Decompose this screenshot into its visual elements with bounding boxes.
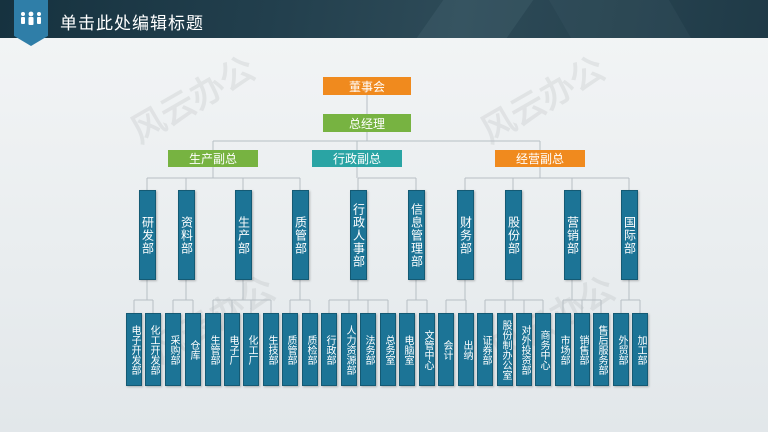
dept-box: 国际部 (620, 190, 638, 280)
leaf-box-label: 外贸部 (616, 334, 627, 365)
dept-box-label: 质管部 (293, 215, 308, 255)
dept-box: 资料部 (177, 190, 195, 280)
leaf-box-label: 股份制办公室 (500, 319, 511, 380)
leaf-box: 法务部 (360, 313, 376, 386)
dept-box-label: 行政人事部 (351, 202, 366, 268)
leaf-box: 生管部 (205, 313, 221, 386)
header-tag (14, 0, 48, 46)
leaf-box: 外贸部 (613, 313, 629, 386)
leaf-box-label: 总务室 (383, 334, 394, 365)
leaf-box: 售后服务部 (593, 313, 609, 386)
dept-box: 信息管理部 (407, 190, 425, 280)
leaf-box-label: 化工厂 (246, 334, 257, 365)
leaf-box: 仓库 (185, 313, 201, 386)
leaf-box: 出纳 (458, 313, 474, 386)
leaf-box-label: 生管部 (208, 334, 219, 365)
leaf-box-label: 销售部 (577, 334, 588, 365)
leaf-box: 股份制办公室 (497, 313, 513, 386)
leaf-box-label: 证券部 (480, 334, 491, 365)
leaf-box: 销售部 (574, 313, 590, 386)
vp-box: 行政副总 (312, 150, 402, 167)
leaf-box: 生技部 (263, 313, 279, 386)
team-icon (21, 11, 41, 25)
leaf-box: 化工厂 (243, 313, 259, 386)
leaf-box: 商务中心 (535, 313, 551, 386)
dept-box: 股份部 (504, 190, 522, 280)
leaf-box: 电脑室 (399, 313, 415, 386)
leaf-box-label: 质检部 (305, 334, 316, 365)
vp-box: 生产副总 (168, 150, 258, 167)
dept-box-label: 营销部 (565, 215, 580, 255)
leaf-box-label: 行政部 (324, 334, 335, 365)
chairman-box: 董事会 (323, 77, 411, 95)
leaf-box-label: 仓库 (188, 339, 199, 360)
leaf-box-label: 质管部 (285, 334, 296, 365)
leaf-box: 加工部 (632, 313, 648, 386)
leaf-box-label: 出纳 (461, 339, 472, 360)
leaf-box: 人力资源部 (341, 313, 357, 386)
dept-box-label: 生产部 (236, 215, 251, 255)
leaf-box: 化工开发部 (145, 313, 161, 386)
leaf-box: 电子厂 (224, 313, 240, 386)
leaf-box-label: 人力资源部 (344, 324, 355, 375)
dept-box: 研发部 (138, 190, 156, 280)
dept-box: 营销部 (563, 190, 581, 280)
leaf-box: 质管部 (282, 313, 298, 386)
leaf-box-label: 电子厂 (227, 334, 238, 365)
leaf-box-label: 电脑室 (402, 334, 413, 365)
leaf-box: 文管中心 (419, 313, 435, 386)
leaf-box: 采购部 (165, 313, 181, 386)
leaf-box: 质检部 (302, 313, 318, 386)
dept-box: 行政人事部 (349, 190, 367, 280)
leaf-box-label: 生技部 (266, 334, 277, 365)
vp-box: 经营副总 (495, 150, 585, 167)
dept-box: 生产部 (234, 190, 252, 280)
leaf-box: 对外投资部 (516, 313, 532, 386)
page-title[interactable]: 单击此处编辑标题 (60, 14, 204, 34)
dept-box-label: 国际部 (622, 215, 637, 255)
leaf-box-label: 化工开发部 (148, 324, 159, 375)
leaf-box-label: 加工部 (635, 334, 646, 365)
dept-box: 质管部 (291, 190, 309, 280)
leaf-box-label: 采购部 (168, 334, 179, 365)
leaf-box-label: 售后服务部 (596, 324, 607, 375)
leaf-box: 市场部 (555, 313, 571, 386)
leaf-box: 证券部 (477, 313, 493, 386)
leaf-box: 会计 (438, 313, 454, 386)
leaf-box-label: 电子开发部 (129, 324, 140, 375)
leaf-box-label: 会计 (441, 339, 452, 360)
dept-box-label: 财务部 (458, 215, 473, 255)
dept-box-label: 股份部 (506, 215, 521, 255)
leaf-box-label: 文管中心 (422, 329, 433, 370)
leaf-box: 总务室 (380, 313, 396, 386)
leaf-box: 电子开发部 (126, 313, 142, 386)
gm-box: 总经理 (323, 114, 411, 132)
dept-box: 财务部 (456, 190, 474, 280)
leaf-box-label: 对外投资部 (519, 324, 530, 375)
header-bar (0, 0, 768, 38)
leaf-box-label: 法务部 (363, 334, 374, 365)
dept-box-label: 研发部 (140, 215, 155, 255)
leaf-box-label: 商务中心 (538, 329, 549, 370)
leaf-box-label: 市场部 (558, 334, 569, 365)
dept-box-label: 资料部 (179, 215, 194, 255)
dept-box-label: 信息管理部 (409, 202, 424, 268)
leaf-box: 行政部 (321, 313, 337, 386)
